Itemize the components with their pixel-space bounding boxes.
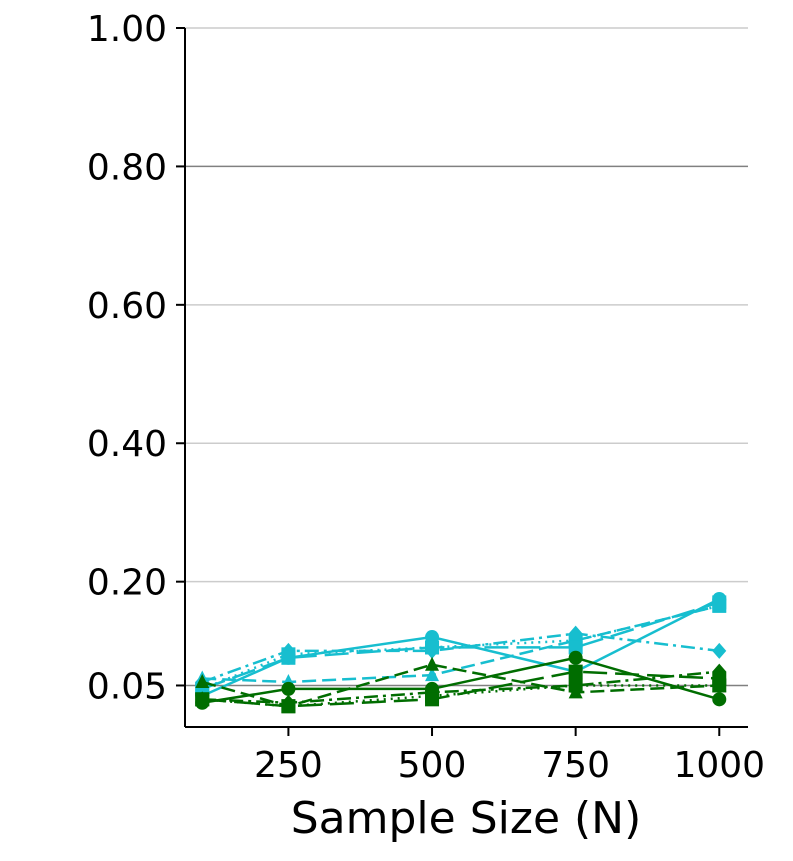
y-tick-label: 0.05	[87, 666, 167, 707]
data-point	[425, 656, 440, 671]
data-point	[568, 625, 583, 642]
x-tick-label: 750	[541, 745, 610, 786]
series-line	[201, 632, 720, 684]
data-point	[568, 677, 583, 694]
data-point	[281, 650, 296, 665]
axes	[184, 28, 748, 728]
y-tick-label: 0.20	[87, 563, 167, 604]
data-point	[425, 640, 440, 655]
x-axis-label: Sample Size (N)	[291, 793, 642, 844]
y-tick-label: 1.00	[87, 9, 167, 50]
series-line	[201, 663, 720, 708]
data-point	[712, 692, 727, 707]
x-ticks: 250 500 750 1000	[254, 727, 765, 786]
y-tick-label: 0.80	[87, 147, 167, 188]
y-ticks: 0.05 0.20 0.40 0.60 0.80 1.00	[87, 9, 185, 707]
data-point	[281, 699, 296, 714]
y-tick-label: 0.60	[87, 286, 167, 327]
grid-lines	[185, 27, 748, 687]
data-point	[712, 642, 727, 659]
y-tick-label: 0.40	[87, 424, 167, 465]
data-point	[568, 650, 583, 665]
x-tick-label: 250	[254, 745, 323, 786]
data-point	[195, 674, 210, 689]
data-point	[712, 671, 727, 686]
data-point	[281, 681, 296, 696]
series-line	[202, 684, 720, 708]
data-point	[568, 640, 583, 655]
x-tick-label: 500	[398, 745, 467, 786]
data-point	[195, 692, 210, 707]
data-point	[568, 664, 583, 679]
series-layer	[195, 591, 727, 714]
x-tick-label: 1000	[673, 745, 765, 786]
data-point	[425, 692, 440, 707]
series-line	[202, 670, 720, 705]
data-point	[712, 595, 727, 610]
data-point	[425, 667, 440, 682]
